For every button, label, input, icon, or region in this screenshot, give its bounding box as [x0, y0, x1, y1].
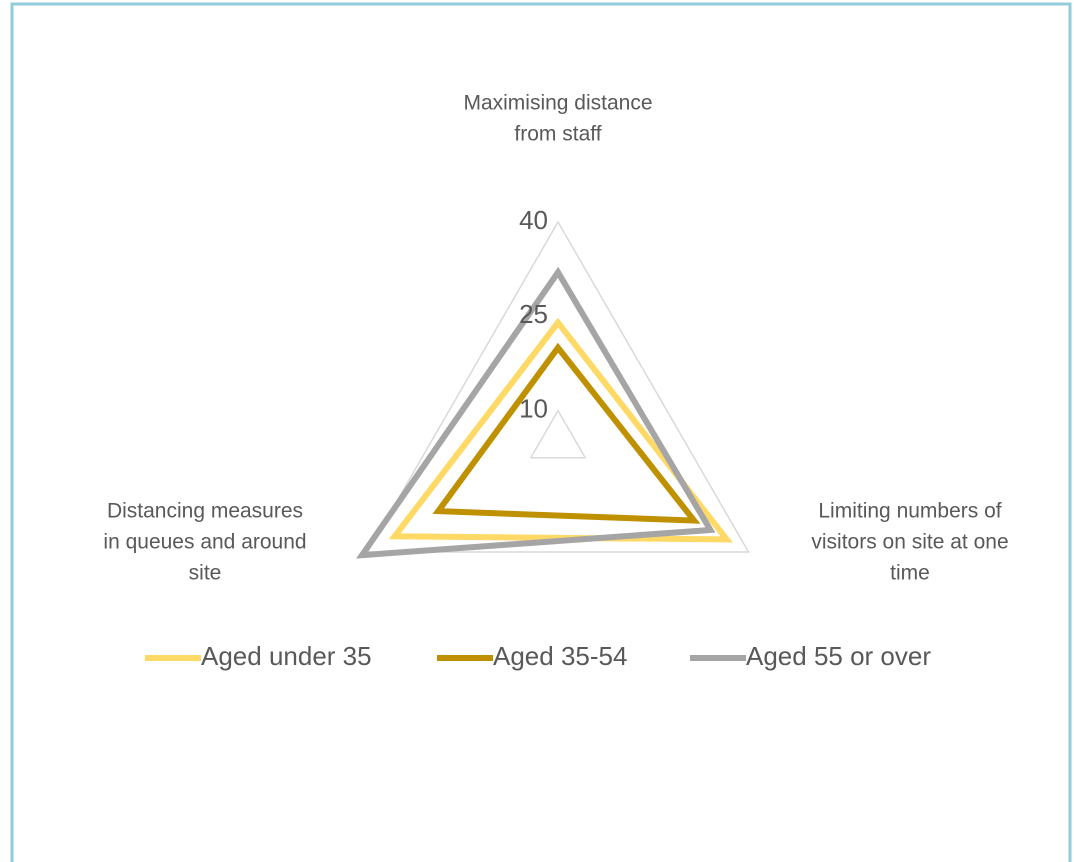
category-label: Distancing measures [107, 500, 303, 523]
category-label: from staff [514, 123, 601, 146]
category-label: Limiting numbers of [818, 500, 1001, 523]
grid [366, 220, 750, 553]
labels: 10 25 40 Maximising distance from staff Limit… [103, 92, 1008, 671]
category-label: time [890, 562, 930, 585]
frame [10, 2, 1072, 862]
grid-line [529, 409, 587, 459]
category-label: Maximising distance [463, 92, 652, 115]
y-tick-label: 40 [519, 205, 548, 235]
category-label: site [189, 562, 222, 585]
series-line [355, 266, 716, 559]
y-tick-label: 10 [519, 393, 548, 423]
grid-line [366, 220, 750, 553]
y-tick-label: 25 [519, 299, 548, 329]
category-label: in queues and around [103, 531, 306, 554]
legend-label: Aged 35-54 [493, 641, 627, 671]
legend-label: Aged under 35 [201, 641, 372, 671]
series-line [432, 342, 701, 524]
series [355, 266, 733, 559]
legend-label: Aged 55 or over [746, 641, 931, 671]
category-label: visitors on site at one [811, 531, 1008, 554]
